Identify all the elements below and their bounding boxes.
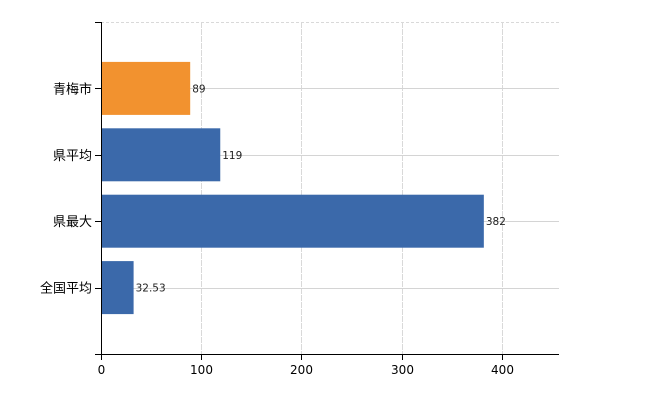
category-label: 県最大 <box>53 215 92 230</box>
category-label: 県平均 <box>53 149 92 164</box>
x-tick-label: 100 <box>190 363 213 377</box>
x-tick-label: 400 <box>491 363 514 377</box>
bar <box>101 61 191 115</box>
x-tick-label: 0 <box>98 363 106 377</box>
data-label: 32.53 <box>136 283 166 295</box>
bar <box>101 261 134 315</box>
x-tick-label: 300 <box>391 363 414 377</box>
bar <box>101 128 221 182</box>
bar <box>101 194 484 248</box>
x-tick-label: 200 <box>290 363 313 377</box>
data-label: 119 <box>222 150 242 162</box>
data-label: 382 <box>486 216 506 228</box>
category-label: 全国平均 <box>40 281 92 297</box>
category-label: 青梅市 <box>53 81 92 97</box>
data-label: 89 <box>192 83 205 95</box>
